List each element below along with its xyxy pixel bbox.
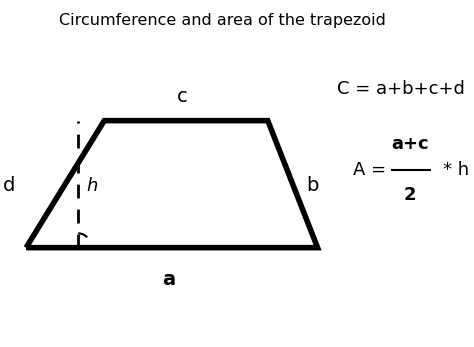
Text: b: b	[307, 176, 319, 195]
Text: Circumference and area of the trapezoid: Circumference and area of the trapezoid	[59, 13, 386, 28]
Text: 2: 2	[404, 186, 416, 204]
Text: C = a+b+c+d: C = a+b+c+d	[337, 80, 465, 98]
Text: d: d	[3, 176, 16, 195]
Text: ·: ·	[95, 327, 99, 340]
Text: * h: * h	[443, 161, 469, 179]
Text: c: c	[177, 87, 188, 106]
Text: A =: A =	[353, 161, 392, 179]
Text: h: h	[87, 177, 98, 195]
Text: shutterstøck: shutterstøck	[46, 327, 135, 340]
Text: a+c: a+c	[391, 135, 429, 153]
Text: a: a	[162, 270, 175, 289]
